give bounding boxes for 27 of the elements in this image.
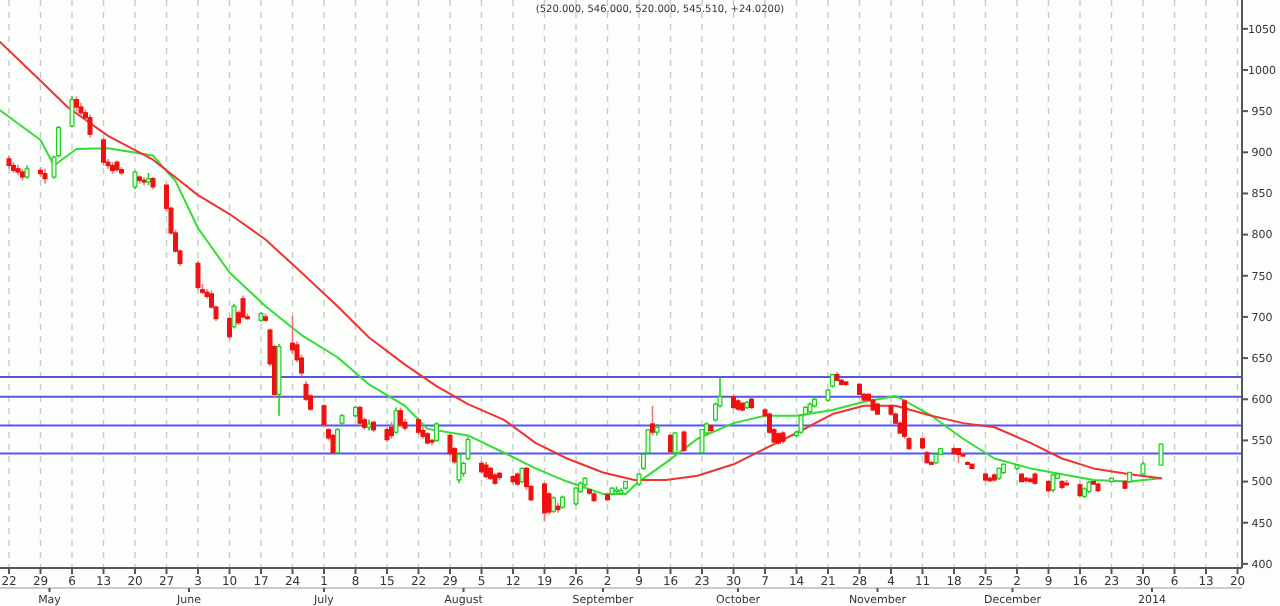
candlestick [227,316,232,340]
candlestick [335,427,340,456]
candlestick [434,421,439,443]
candlestick [672,431,678,456]
candlestick [240,294,246,320]
candlestick [195,260,201,291]
candlestick [357,405,363,427]
candlestick [132,169,138,191]
candlestick [69,95,75,129]
candlestick [330,433,336,456]
candlestick [573,486,579,507]
candlestick [321,403,327,429]
candlestick [650,405,655,437]
candlestick [1158,442,1164,466]
candlestick [101,136,106,167]
line-series [0,109,1162,495]
candlestick [231,302,237,330]
candlestick [398,406,403,429]
candlestick [276,343,282,417]
candlestick [447,433,453,457]
candlestick [681,429,687,453]
candlestick [87,113,93,139]
candlestick [1050,472,1056,494]
candlestick [699,428,705,456]
candlestick [798,413,804,435]
candlestick [393,406,399,435]
line-series [0,40,1162,481]
